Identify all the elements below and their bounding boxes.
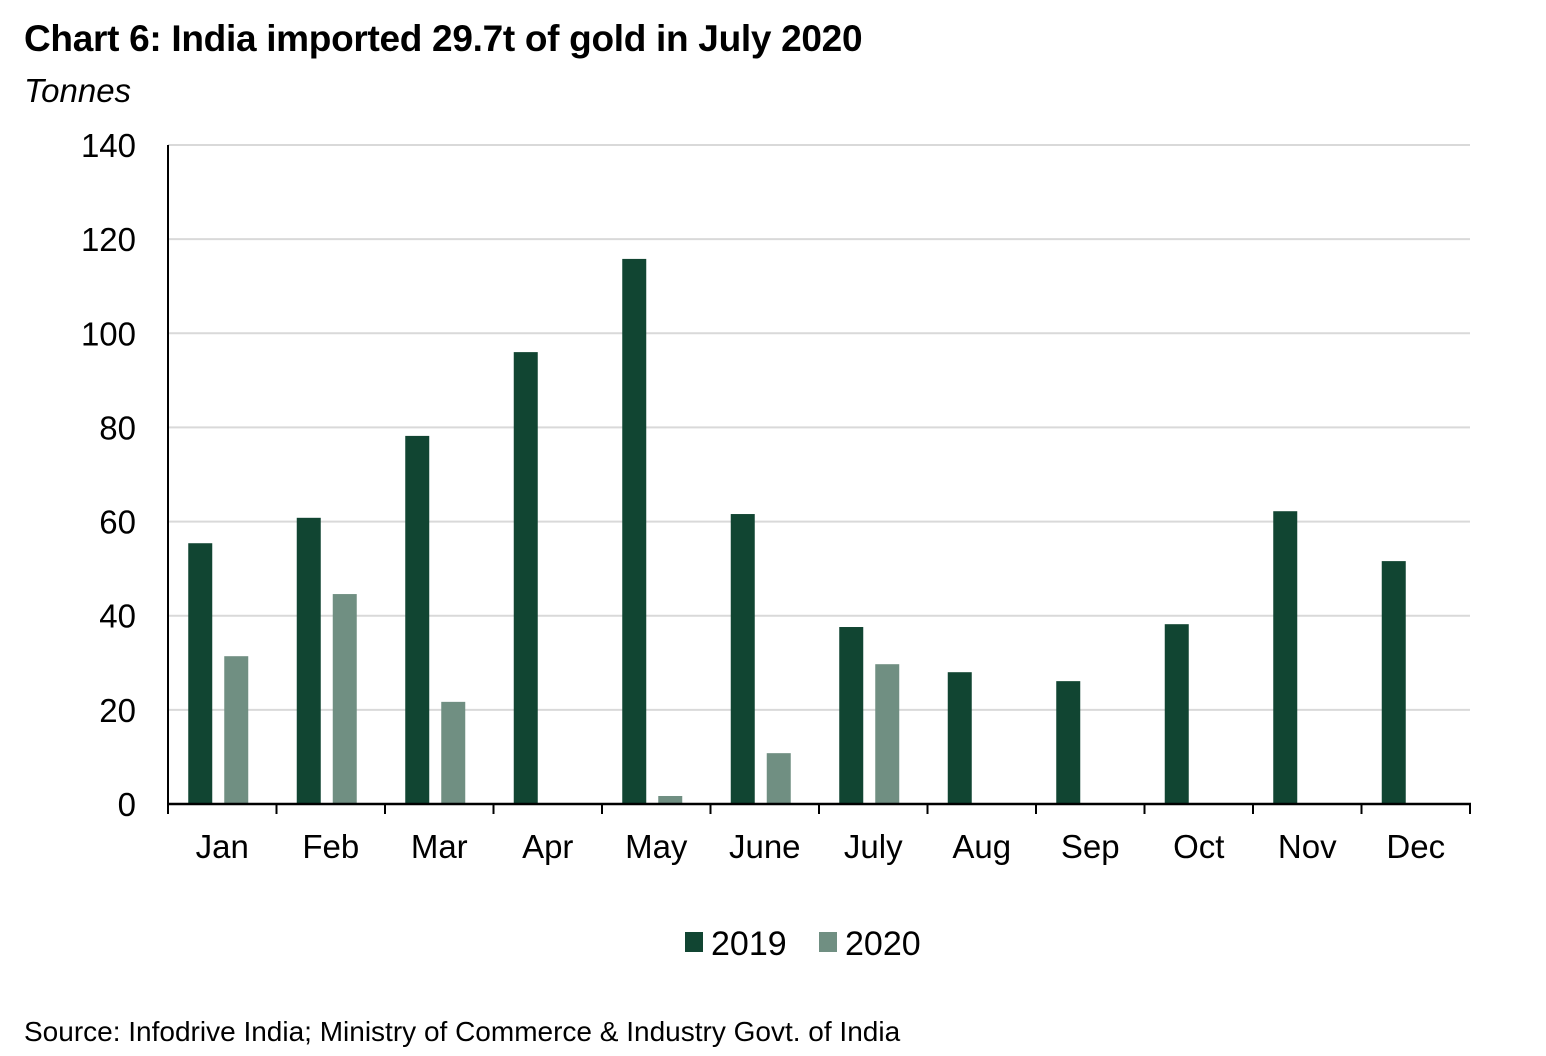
- y-tick-label: 80: [99, 409, 136, 446]
- bar-2019-sep: [1056, 681, 1081, 804]
- x-tick-label: Oct: [1173, 828, 1224, 865]
- x-tick-label: May: [625, 828, 688, 865]
- y-axis-unit-label: Tonnes: [24, 72, 132, 109]
- bar-2019-mar: [405, 435, 430, 804]
- x-tick-label: July: [844, 828, 903, 865]
- x-tick-label: Dec: [1386, 828, 1445, 865]
- y-tick-label: 120: [81, 221, 136, 258]
- legend-label-2019: 2019: [711, 925, 787, 963]
- x-tick-label: Feb: [302, 828, 359, 865]
- x-tick-label: Mar: [411, 828, 468, 865]
- legend-swatch-2020: [819, 932, 837, 952]
- bar-2019-apr: [513, 352, 538, 804]
- bar-2020-jan: [224, 656, 249, 804]
- y-tick-label: 20: [99, 692, 136, 729]
- y-axis-tick-labels: 0 20 40 60 80 100 120 140: [81, 127, 136, 823]
- bar-2020-mar: [441, 701, 466, 804]
- y-tick-label: 40: [99, 598, 136, 635]
- chart-title: Chart 6: India imported 29.7t of gold in…: [24, 18, 863, 59]
- x-tick-label: Sep: [1061, 828, 1120, 865]
- x-tick-label: Aug: [952, 828, 1011, 865]
- x-tick-label: Nov: [1278, 828, 1337, 865]
- x-tick-label: Apr: [522, 828, 573, 865]
- gridlines: [168, 144, 1470, 711]
- bar-2019-aug: [947, 672, 972, 804]
- x-axis-tick-labels: Jan Feb Mar Apr May June July Aug Sep Oct Nov Dec: [196, 828, 1445, 865]
- y-tick-label: 60: [99, 504, 136, 541]
- axes: [167, 145, 1471, 814]
- bar-2020-july: [875, 664, 900, 804]
- legend-label-2020: 2020: [845, 925, 921, 963]
- bar-2019-may: [622, 258, 647, 805]
- bar-chart: 0 20 40 60 80 100 120 140 Jan Feb Mar Apr May June Ju…: [81, 127, 1471, 963]
- legend-swatch-2019: [685, 932, 703, 952]
- bar-2019-jan: [188, 543, 213, 804]
- bar-2019-feb: [296, 517, 321, 804]
- bar-2020-feb: [332, 594, 357, 804]
- bar-2019-nov: [1273, 511, 1298, 804]
- x-tick-label: Jan: [196, 828, 249, 865]
- bar-2019-oct: [1164, 624, 1189, 804]
- y-tick-label: 100: [81, 315, 136, 352]
- y-tick-label: 140: [81, 127, 136, 164]
- y-tick-label: 0: [118, 786, 136, 823]
- source-note: Source: Infodrive India; Ministry of Com…: [24, 1016, 901, 1047]
- bar-2020-may: [658, 795, 683, 804]
- x-tick-label: June: [729, 828, 801, 865]
- bar-2019-june: [730, 514, 755, 804]
- legend: 2019 2020: [685, 925, 921, 963]
- bar-2019-dec: [1381, 561, 1406, 804]
- bar-2019-july: [839, 627, 864, 804]
- bar-2020-june: [766, 753, 791, 804]
- bars: [188, 258, 1406, 805]
